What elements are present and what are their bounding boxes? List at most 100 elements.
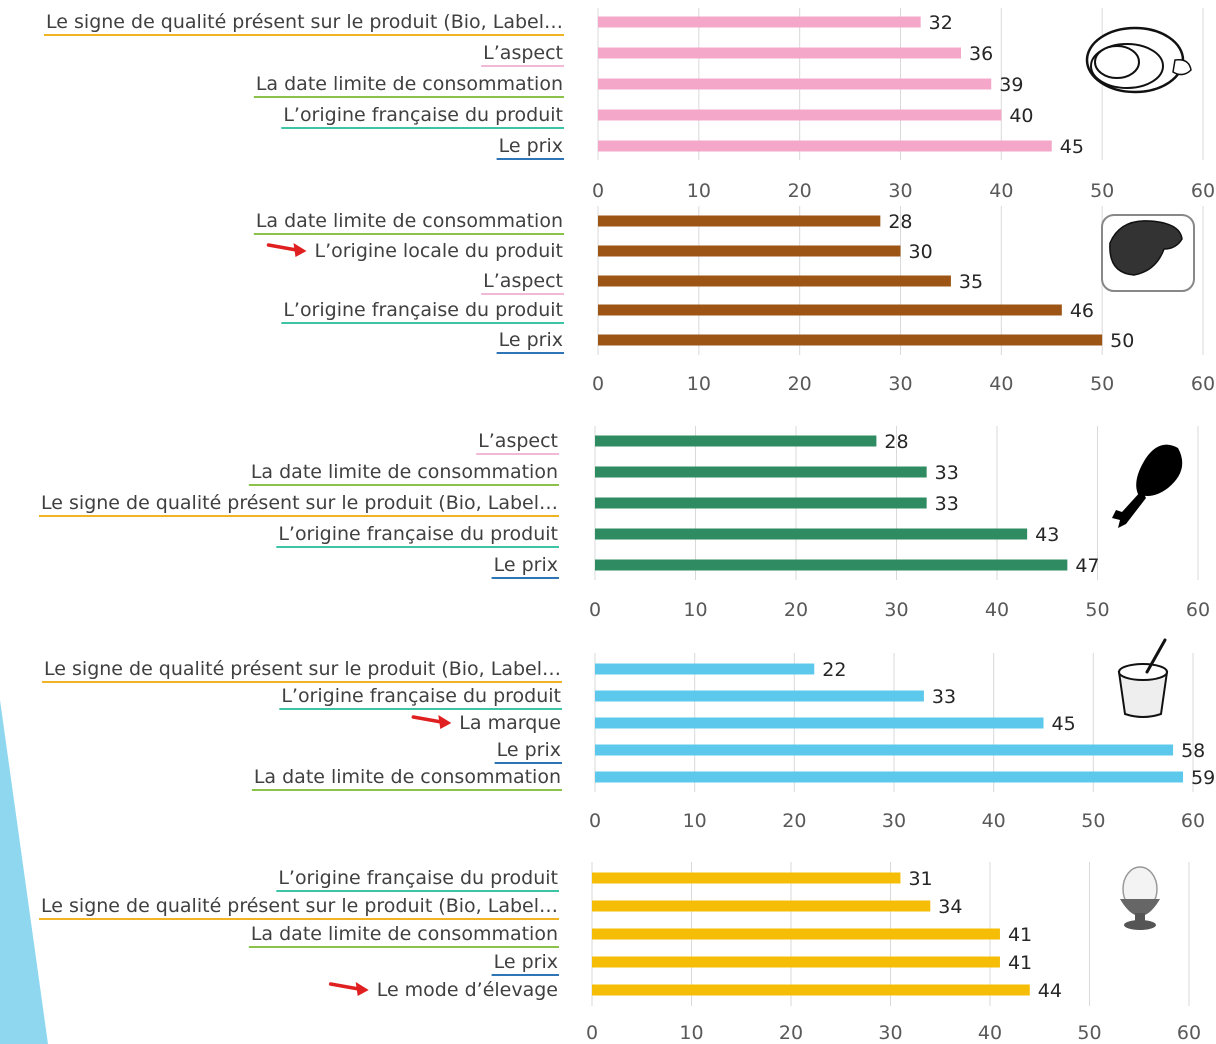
chart-4: 0 10 20 30 40 50 60 22 Le signe de qualité prése… (42, 638, 1215, 832)
data-label: 34 (938, 896, 962, 918)
tick-label: 30 (884, 599, 908, 621)
tick-label: 0 (592, 180, 604, 202)
tick-label: 50 (1090, 180, 1114, 202)
tick-label: 60 (1177, 1022, 1201, 1044)
category-label: L’origine française du produit (278, 523, 558, 545)
egg-cup-icon (1120, 866, 1160, 930)
data-label: 59 (1191, 767, 1215, 789)
data-label: 33 (935, 493, 959, 515)
bar (595, 497, 927, 509)
bar (598, 109, 1002, 121)
category-label: Le prix (494, 554, 558, 576)
bar (595, 690, 924, 702)
beef-steak-icon (1101, 214, 1195, 292)
bar (595, 559, 1068, 571)
bar (595, 466, 927, 478)
tick-label: 20 (779, 1022, 803, 1044)
tick-label: 40 (978, 1022, 1002, 1044)
category-label: La date limite de consommation (254, 766, 561, 788)
data-label: 28 (888, 211, 912, 233)
bar (598, 78, 992, 90)
tick-label: 30 (882, 810, 906, 832)
tick-label: 50 (1081, 810, 1105, 832)
tick-label: 10 (683, 810, 707, 832)
category-label: Le prix (499, 329, 563, 351)
tick-label: 60 (1191, 373, 1215, 395)
category-label: Le signe de qualité présent sur le produ… (41, 492, 558, 514)
data-label: 41 (1008, 952, 1032, 974)
data-label: 47 (1075, 555, 1099, 577)
data-label: 58 (1181, 740, 1205, 762)
tick-label: 0 (589, 810, 601, 832)
tick-label: 20 (782, 810, 806, 832)
category-label: La date limite de consommation (256, 210, 563, 232)
chicken-leg-icon (1112, 444, 1183, 528)
category-label: Le prix (499, 135, 563, 157)
bar (595, 717, 1044, 729)
bar (595, 744, 1174, 756)
tick-label: 30 (878, 1022, 902, 1044)
bar (595, 528, 1028, 540)
category-label: L’origine française du produit (278, 867, 558, 889)
data-label: 41 (1008, 924, 1032, 946)
bar (598, 334, 1103, 346)
data-label: 32 (929, 12, 953, 34)
category-label: L’origine locale du produit (314, 240, 563, 262)
bar (592, 984, 1030, 996)
bar (598, 245, 901, 257)
data-label: 28 (884, 431, 908, 453)
tick-label: 60 (1191, 180, 1215, 202)
tick-label: 20 (788, 373, 812, 395)
bar (592, 900, 931, 912)
bar (598, 16, 921, 28)
bar (595, 771, 1184, 783)
charts-group: 0 10 20 30 40 50 60 32 Le signe de qualité prése… (39, 8, 1215, 1044)
category-label: L’aspect (478, 430, 558, 452)
data-label: 35 (959, 271, 983, 293)
data-label: 45 (1052, 713, 1076, 735)
yogurt-icon (1117, 638, 1169, 718)
bar (598, 140, 1052, 152)
chart-3: 0 10 20 30 40 50 60 28 L’aspect 33 La date limite … (39, 426, 1210, 621)
bar (598, 215, 881, 227)
category-label: L’origine française du produit (281, 685, 561, 707)
tick-label: 20 (784, 599, 808, 621)
category-label: La date limite de consommation (256, 73, 563, 95)
category-label: L’aspect (483, 42, 563, 64)
data-label: 36 (969, 43, 993, 65)
bar (598, 304, 1062, 316)
highlight-arrow-icon (411, 715, 452, 729)
ham-icon (1085, 26, 1192, 94)
category-label: Le mode d’élevage (377, 979, 558, 1001)
tick-label: 40 (989, 180, 1013, 202)
chart-5: 0 10 20 30 40 50 60 31 L’origine française du pr… (39, 862, 1201, 1044)
tick-label: 30 (888, 180, 912, 202)
data-label: 45 (1060, 136, 1084, 158)
tick-label: 10 (679, 1022, 703, 1044)
bar (595, 663, 815, 675)
tick-label: 50 (1090, 373, 1114, 395)
chart-1: 0 10 20 30 40 50 60 32 Le signe de qualité prése… (44, 8, 1215, 202)
tick-label: 30 (888, 373, 912, 395)
tick-label: 40 (982, 810, 1006, 832)
data-label: 33 (935, 462, 959, 484)
category-label: Le signe de qualité présent sur le produ… (41, 895, 558, 917)
bar (592, 872, 901, 884)
category-label: Le prix (497, 739, 561, 761)
highlight-arrow-icon (328, 982, 369, 996)
tick-label: 60 (1186, 599, 1210, 621)
category-label: La date limite de consommation (251, 923, 558, 945)
tick-label: 10 (687, 373, 711, 395)
category-label: Le signe de qualité présent sur le produ… (46, 11, 563, 33)
tick-label: 10 (683, 599, 707, 621)
data-label: 31 (908, 868, 932, 890)
left-accent-shape (0, 700, 48, 1044)
data-label: 43 (1035, 524, 1059, 546)
data-label: 50 (1110, 330, 1134, 352)
data-label: 39 (999, 74, 1023, 96)
tick-label: 40 (985, 599, 1009, 621)
tick-label: 50 (1085, 599, 1109, 621)
category-label: L’aspect (483, 270, 563, 292)
category-label: Le signe de qualité présent sur le produ… (44, 658, 561, 680)
tick-label: 60 (1181, 810, 1205, 832)
